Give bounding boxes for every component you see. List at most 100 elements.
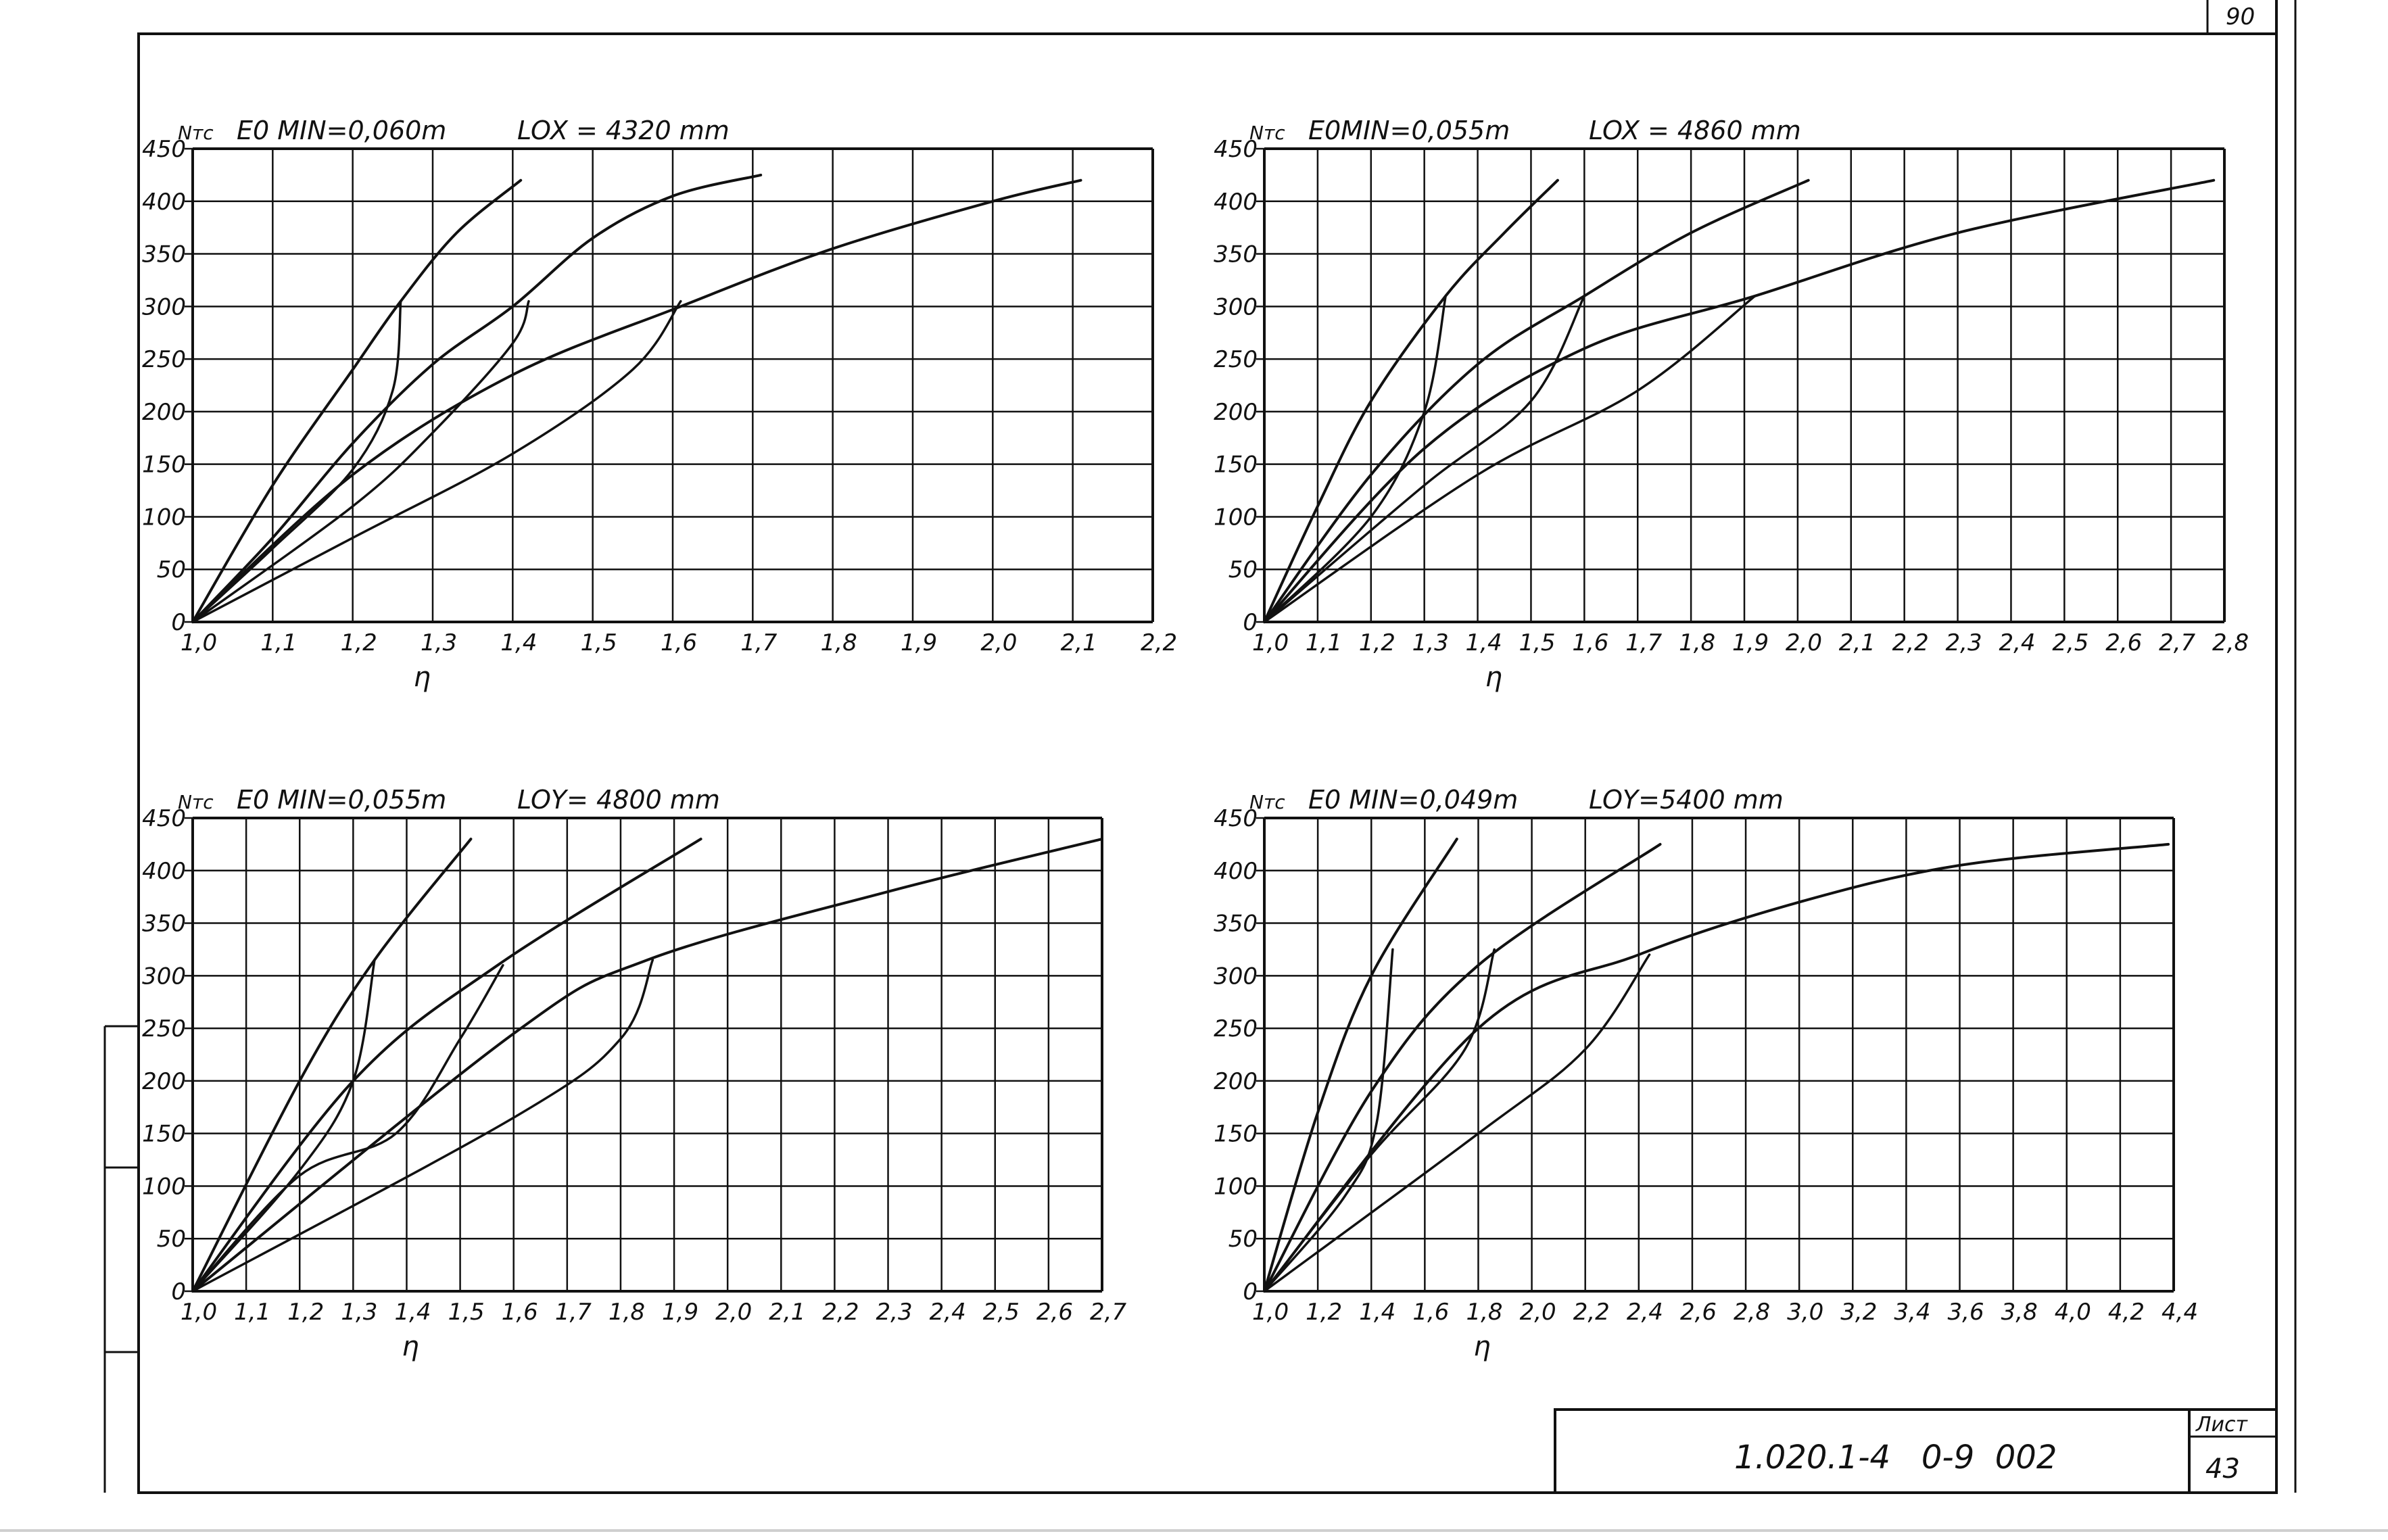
x-tick-label: 4,4 [2162, 1299, 2198, 1326]
y-tick-label: 350 [142, 241, 186, 268]
x-tick-label: 1,2 [287, 1299, 324, 1326]
y-tick-label: 100 [142, 1173, 186, 1200]
x-tick-label: 1,1 [234, 1299, 270, 1326]
x-tick-label: 1,2 [341, 629, 377, 656]
chart-top-left: 1,0 1,1 1,2 1,3 1,4 1,5 1,6 1,7 1,8 1,9 2,0 2,1 2,2 0… [142, 116, 1177, 693]
x-tick-label: 2,4 [1999, 629, 2035, 656]
series-curve-5 [1263, 295, 1586, 623]
x-tick-label: 2,4 [930, 1299, 966, 1326]
x-tick-label: 1,4 [500, 629, 537, 656]
y-tick-label: 400 [1214, 858, 1258, 885]
y-tick-label: 300 [142, 963, 186, 990]
series-curve-1 [1263, 178, 1559, 623]
y-tick-label: 300 [1214, 963, 1258, 990]
y-tick-label: 150 [1214, 452, 1258, 479]
header-emin: E0 MIN=0,049m [1308, 785, 1518, 815]
x-tick-label: 1,0 [181, 629, 217, 656]
series-curve-2 [191, 173, 763, 623]
y-tick-label: 100 [1214, 1173, 1258, 1200]
x-tick-label: 1,8 [1679, 629, 1715, 656]
x-tick-label: 1,8 [821, 629, 857, 656]
x-tick-label: 3,6 [1948, 1299, 1984, 1326]
y-axis-label: Nтс [1249, 122, 1285, 144]
series-curve-3 [191, 838, 1103, 1293]
y-tick-label: 450 [1214, 136, 1258, 163]
y-tick-label: 150 [142, 452, 186, 479]
x-tick-label: 2,7 [1090, 1299, 1126, 1326]
x-tick-label: 2,1 [1839, 629, 1876, 656]
x-tick-label: 2,5 [2052, 629, 2088, 656]
x-tick-label: 2,8 [1734, 1299, 1770, 1326]
series-curve-6 [191, 959, 654, 1293]
y-tick-label: 450 [1214, 805, 1258, 832]
x-axis-label: η [1473, 1331, 1490, 1362]
series-curve-4 [191, 299, 402, 623]
x-tick-label: 2,7 [2159, 629, 2195, 656]
x-tick-label: 2,8 [2212, 629, 2249, 656]
y-tick-label: 300 [142, 293, 186, 320]
chart-top-right: 1,0 1,1 1,2 1,3 1,4 1,5 1,6 1,7 1,8 1,9 2,0 2,1 2,2 2… [1214, 116, 2249, 693]
x-tick-label: 2,3 [876, 1299, 913, 1326]
series-curve-6 [1263, 295, 1757, 623]
y-tick-label: 50 [157, 556, 186, 583]
y-tick-label: 250 [142, 1015, 186, 1042]
x-tick-label: 1,6 [1412, 1299, 1449, 1326]
x-tick-label: 1,3 [421, 629, 457, 656]
x-tick-label: 2,5 [983, 1299, 1020, 1326]
x-tick-label: 3,0 [1787, 1299, 1823, 1326]
header-length: LOY= 4800 mm [517, 785, 720, 815]
x-axis-label: η [402, 1331, 419, 1362]
x-tick-label: 1,1 [1306, 629, 1342, 656]
x-tick-label: 2,0 [715, 1299, 752, 1326]
header-length: LOY=5400 mm [1589, 785, 1784, 815]
x-tick-label: 1,5 [1519, 629, 1555, 656]
y-tick-label: 250 [1214, 346, 1258, 373]
drawing-code: 1.020.1-4 0-9 002 [1734, 1439, 2057, 1476]
y-tick-label: 200 [142, 1068, 186, 1095]
series-curve-4 [1263, 948, 1394, 1293]
x-tick-label: 1,9 [901, 629, 937, 656]
series-curve-2 [191, 838, 702, 1293]
header-length: LOX = 4320 mm [517, 116, 730, 145]
y-axis-label: Nтс [1249, 791, 1285, 813]
x-tick-label: 2,0 [980, 629, 1017, 656]
header-length: LOX = 4860 mm [1589, 116, 1801, 145]
series-curve-3 [1263, 178, 2216, 623]
x-tick-label: 1,3 [1412, 629, 1449, 656]
y-tick-label: 200 [142, 399, 186, 426]
y-tick-label: 100 [142, 504, 186, 531]
series-curve-6 [191, 299, 682, 623]
series-curve-5 [191, 299, 530, 623]
x-tick-label: 2,0 [1520, 1299, 1556, 1326]
header-emin: E0 MIN=0,060m [237, 116, 446, 145]
x-tick-label: 2,3 [1946, 629, 1982, 656]
y-tick-label: 0 [1243, 1278, 1258, 1305]
x-tick-label: 2,2 [822, 1299, 859, 1326]
y-tick-label: 100 [1214, 504, 1258, 531]
x-tick-label: 1,9 [662, 1299, 698, 1326]
x-tick-label: 2,2 [1141, 629, 1177, 656]
x-tick-label: 1,5 [448, 1299, 485, 1326]
series-curve-4 [1263, 295, 1447, 623]
x-tick-label: 1,0 [1252, 1299, 1289, 1326]
x-tick-label: 1,4 [394, 1299, 431, 1326]
series-curve-5 [191, 964, 504, 1293]
x-tick-label: 3,2 [1840, 1299, 1877, 1326]
x-tick-label: 1,7 [740, 629, 777, 656]
y-tick-label: 250 [142, 346, 186, 373]
x-tick-label: 1,7 [555, 1299, 592, 1326]
sheet-frame [137, 32, 2278, 1494]
series-curve-6 [1263, 953, 1651, 1293]
y-axis-label: Nтс [178, 791, 214, 813]
y-tick-label: 50 [157, 1226, 186, 1253]
y-tick-label: 0 [171, 1278, 186, 1305]
series-curve-2 [1263, 842, 1662, 1293]
x-tick-label: 1,8 [608, 1299, 645, 1326]
sheet-label: Лист [2195, 1413, 2249, 1437]
y-tick-label: 150 [1214, 1121, 1258, 1148]
y-tick-label: 450 [142, 136, 186, 163]
x-tick-label: 2,4 [1627, 1299, 1663, 1326]
header-emin: E0 MIN=0,055m [237, 785, 446, 815]
y-tick-label: 150 [142, 1121, 186, 1148]
x-tick-label: 1,7 [1625, 629, 1662, 656]
